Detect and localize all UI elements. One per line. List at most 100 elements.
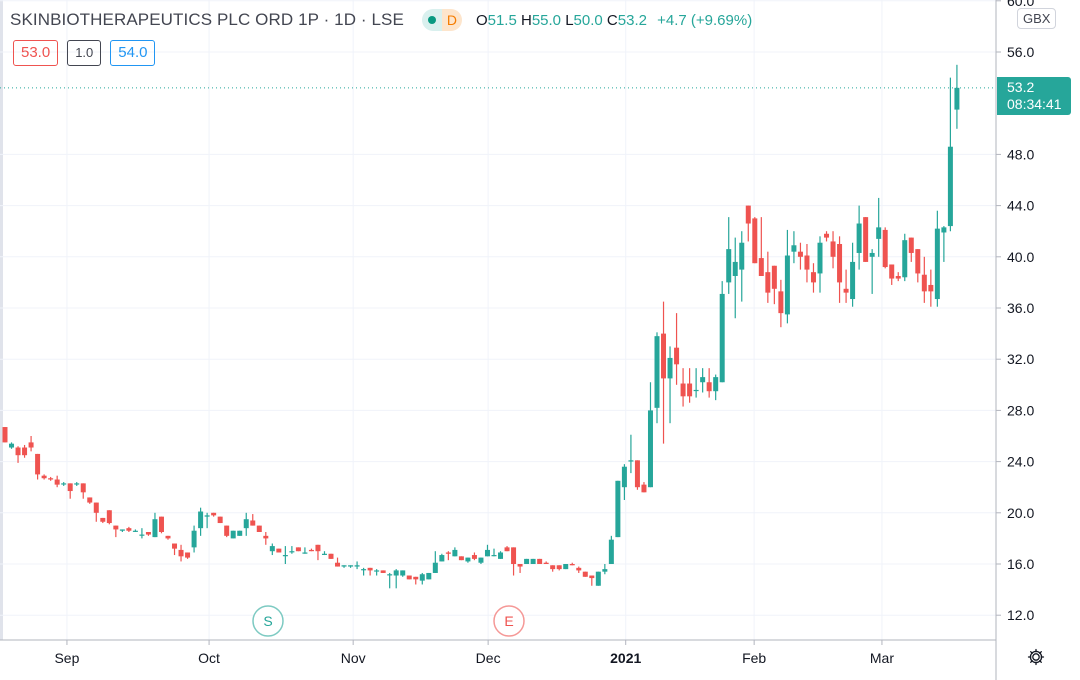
candle	[165, 535, 171, 540]
candle	[797, 242, 803, 270]
candle	[582, 571, 588, 577]
candle-body	[726, 249, 732, 283]
candle-body	[947, 146, 953, 227]
currency-button[interactable]: GBX	[1017, 8, 1057, 29]
market-open-dot-icon	[421, 9, 442, 31]
candle	[295, 547, 301, 552]
candle-body	[550, 565, 556, 570]
candle	[74, 482, 80, 486]
candle-body	[178, 549, 184, 557]
y-tick-label: 48.0	[1007, 146, 1034, 162]
candle	[217, 516, 223, 524]
candle	[152, 512, 158, 538]
candle-body	[928, 284, 934, 292]
candle	[426, 572, 432, 580]
candle	[687, 368, 693, 403]
candle-body	[556, 565, 562, 570]
candle-body	[745, 205, 751, 224]
candle	[132, 529, 138, 532]
candle-body	[778, 291, 784, 314]
candle	[302, 547, 308, 554]
candle-body	[380, 570, 386, 573]
candle	[726, 217, 732, 294]
candle	[602, 564, 608, 575]
change-value: +4.7 (+9.69%)	[657, 11, 753, 29]
candle	[445, 551, 451, 561]
candle-body	[732, 261, 738, 276]
bar-countdown: 08:34:41	[1007, 96, 1062, 112]
candle	[374, 569, 380, 576]
candle	[41, 474, 47, 480]
grid	[0, 0, 996, 640]
candle	[634, 460, 640, 490]
candle	[661, 301, 667, 444]
candle-body	[687, 383, 693, 397]
candle	[895, 272, 901, 282]
candle	[543, 561, 549, 564]
candle	[145, 532, 151, 536]
event-marker-e[interactable]: E	[493, 605, 525, 637]
candle-body	[908, 237, 914, 253]
candle	[484, 544, 490, 557]
candle	[915, 249, 921, 283]
candle	[465, 557, 471, 563]
candle	[211, 512, 217, 517]
candle	[341, 565, 347, 568]
candle-body	[719, 293, 725, 383]
candle-body	[791, 245, 797, 252]
gear-icon[interactable]	[1026, 647, 1046, 667]
candle	[778, 279, 784, 328]
candle-body	[876, 227, 882, 239]
event-marker-s[interactable]: S	[252, 605, 284, 637]
buy-button[interactable]: 54.0	[110, 40, 156, 66]
time-axis[interactable]: Sep Oct Nov Dec 2021 Feb Mar	[54, 640, 894, 666]
candle-body	[830, 241, 836, 257]
candle	[824, 231, 830, 242]
candle-body	[211, 512, 217, 516]
candle	[315, 544, 321, 561]
candle-body	[615, 480, 621, 538]
y-tick-label: 28.0	[1007, 402, 1034, 418]
candle-body	[335, 562, 341, 567]
candle-body	[413, 576, 419, 580]
candle	[35, 453, 41, 480]
candle-body	[824, 233, 830, 238]
candle	[569, 562, 575, 566]
candle	[856, 205, 862, 270]
candle	[15, 446, 21, 463]
candle-body	[145, 532, 151, 535]
y-tick-label: 40.0	[1007, 249, 1034, 265]
candle	[745, 205, 751, 242]
event-letter: S	[263, 613, 272, 629]
candle	[106, 510, 112, 525]
candle-body	[87, 497, 93, 503]
candle-body	[752, 218, 758, 264]
candle	[628, 434, 634, 474]
candle	[674, 313, 680, 385]
candle	[282, 546, 288, 564]
candle-body	[426, 572, 432, 580]
candle-body	[354, 565, 360, 567]
chart-legend: SKINBIOTHERAPEUTICS PLC ORD 1P · 1D · LS…	[10, 9, 752, 31]
candle	[765, 251, 771, 303]
candle-body	[863, 217, 869, 262]
candle	[647, 382, 653, 488]
candle-body	[713, 377, 719, 392]
candle-body	[569, 564, 575, 566]
high-label: H	[520, 11, 532, 29]
market-status-badge[interactable]: D	[421, 9, 462, 31]
symbol-title[interactable]: SKINBIOTHERAPEUTICS PLC ORD 1P · 1D · LS…	[10, 10, 404, 29]
candle	[498, 551, 504, 559]
open-label: O	[475, 11, 488, 29]
candle-body	[484, 549, 490, 557]
candle	[67, 483, 73, 499]
candle-body	[67, 483, 73, 492]
sell-button[interactable]: 53.0	[13, 40, 59, 66]
spread-value: 1.0	[67, 40, 102, 66]
candle-body	[406, 575, 412, 580]
x-tick-label: Oct	[198, 650, 220, 666]
candle	[810, 263, 816, 293]
price-axis[interactable]: 60.0 56.0 48.0 44.0 40.0 36.0 32.0 28.0 24.0 20.0…	[996, 0, 1034, 623]
last-price-value: 53.2	[1007, 79, 1035, 95]
